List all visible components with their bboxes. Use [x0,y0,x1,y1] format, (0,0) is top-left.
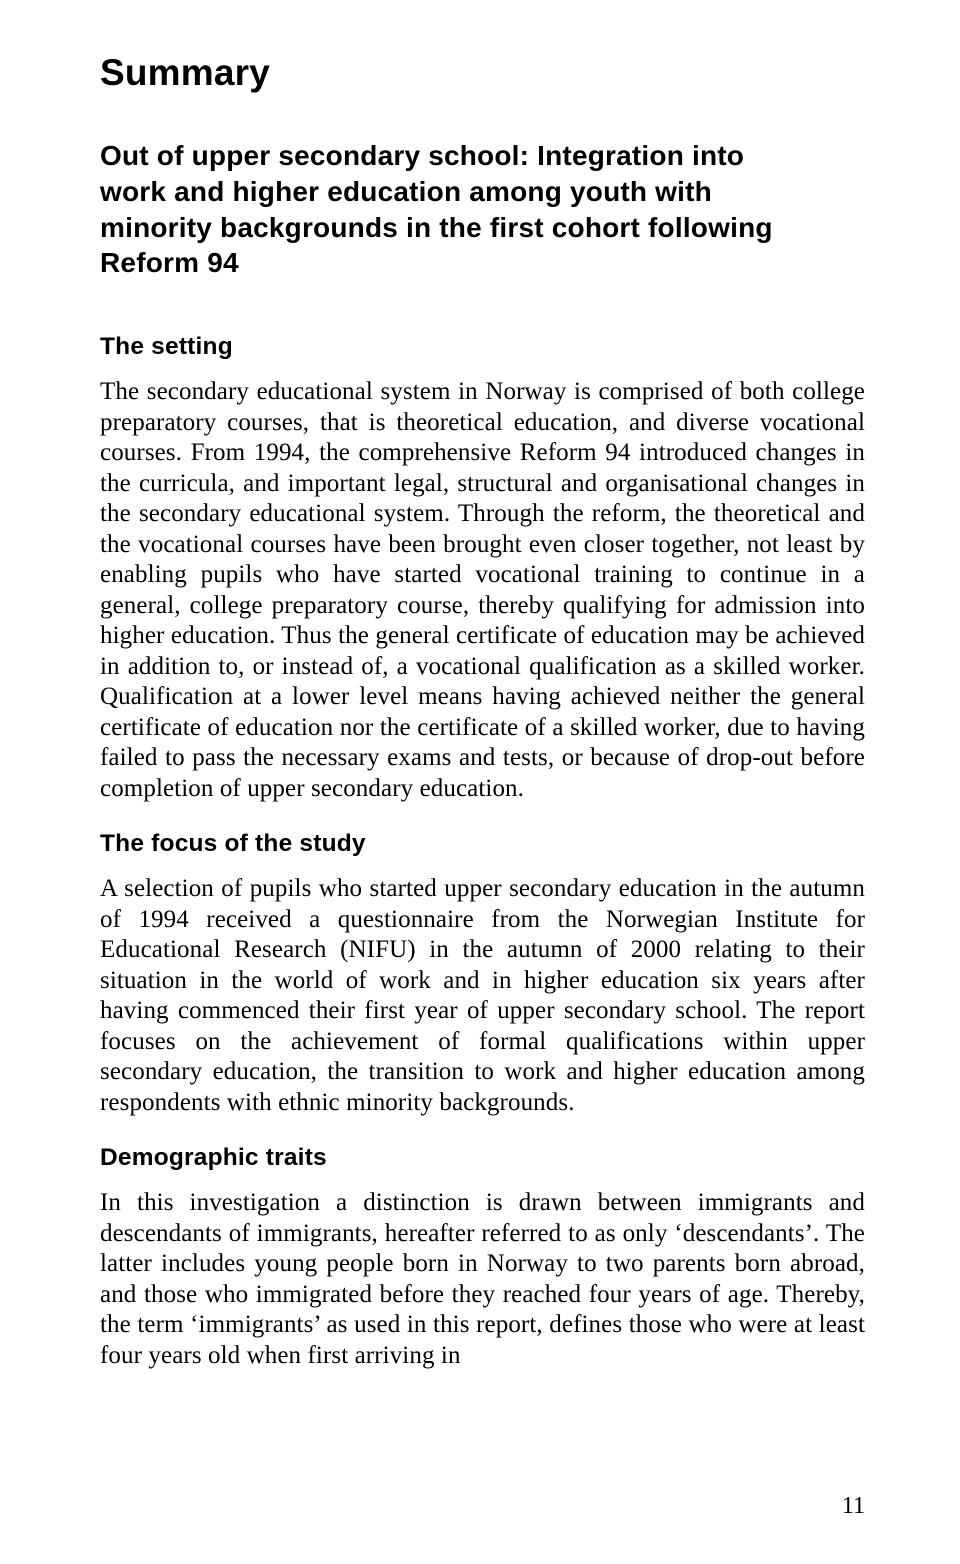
section-heading: The setting [100,333,865,361]
section-paragraph: In this investigation a distinction is d… [100,1188,865,1371]
section-heading: The focus of the study [100,830,865,858]
section-focus-of-study: The focus of the study A selection of pu… [100,830,865,1118]
section-demographic-traits: Demographic traits In this investigation… [100,1144,865,1371]
section-heading: Demographic traits [100,1144,865,1172]
page-number: 11 [842,1493,865,1520]
document-title: Summary [100,52,865,94]
document-page: Summary Out of upper secondary school: I… [0,0,960,1564]
section-the-setting: The setting The secondary educational sy… [100,333,865,804]
document-subtitle: Out of upper secondary school: Integrati… [100,138,865,281]
section-paragraph: The secondary educational system in Norw… [100,377,865,804]
section-paragraph: A selection of pupils who started upper … [100,874,865,1118]
